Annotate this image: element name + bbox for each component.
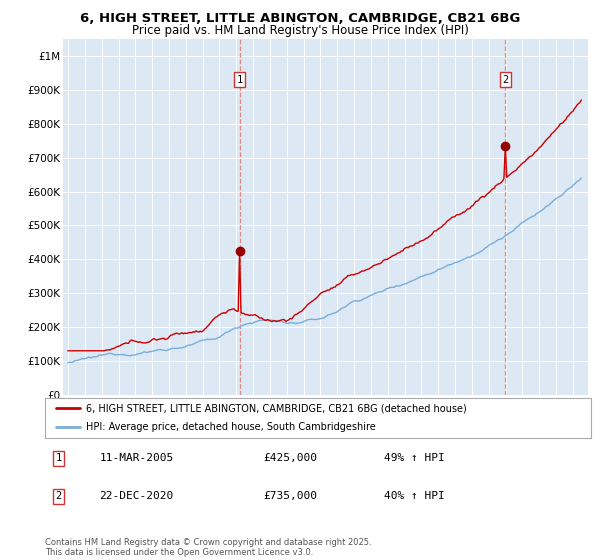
Text: £735,000: £735,000 — [263, 491, 317, 501]
Text: 11-MAR-2005: 11-MAR-2005 — [100, 454, 174, 464]
Text: 1: 1 — [236, 75, 243, 85]
Text: £425,000: £425,000 — [263, 454, 317, 464]
Text: 6, HIGH STREET, LITTLE ABINGTON, CAMBRIDGE, CB21 6BG: 6, HIGH STREET, LITTLE ABINGTON, CAMBRID… — [80, 12, 520, 25]
Text: 49% ↑ HPI: 49% ↑ HPI — [383, 454, 444, 464]
Text: 6, HIGH STREET, LITTLE ABINGTON, CAMBRIDGE, CB21 6BG (detached house): 6, HIGH STREET, LITTLE ABINGTON, CAMBRID… — [86, 404, 467, 413]
Text: 1: 1 — [56, 454, 62, 464]
Text: HPI: Average price, detached house, South Cambridgeshire: HPI: Average price, detached house, Sout… — [86, 422, 376, 432]
Text: 2: 2 — [502, 75, 508, 85]
FancyBboxPatch shape — [45, 398, 591, 438]
Text: 22-DEC-2020: 22-DEC-2020 — [100, 491, 174, 501]
Text: 2: 2 — [56, 491, 62, 501]
Text: Contains HM Land Registry data © Crown copyright and database right 2025.
This d: Contains HM Land Registry data © Crown c… — [45, 538, 371, 557]
Text: 40% ↑ HPI: 40% ↑ HPI — [383, 491, 444, 501]
Text: Price paid vs. HM Land Registry's House Price Index (HPI): Price paid vs. HM Land Registry's House … — [131, 24, 469, 37]
